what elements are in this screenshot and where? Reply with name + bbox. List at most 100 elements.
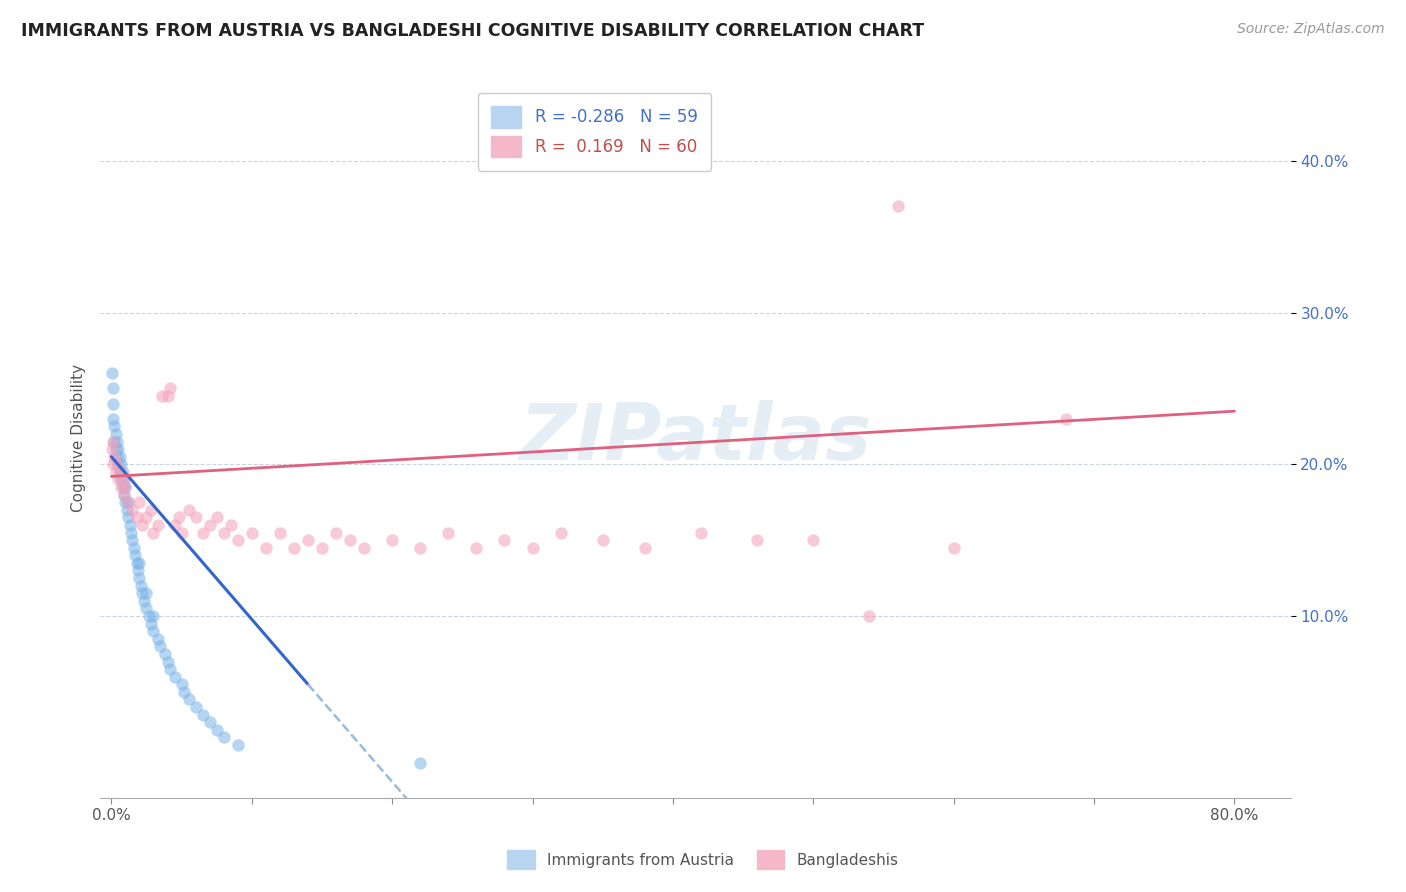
- Point: [522, 541, 544, 555]
- Point: [212, 525, 235, 540]
- Point: [135, 586, 157, 600]
- Point: [311, 541, 333, 555]
- Point: [198, 518, 221, 533]
- Point: [110, 473, 132, 487]
- Point: [101, 366, 124, 380]
- Point: [205, 723, 228, 737]
- Text: ZIPatlas: ZIPatlas: [519, 400, 872, 475]
- Point: [111, 465, 134, 479]
- Point: [114, 480, 136, 494]
- Point: [494, 533, 516, 548]
- Point: [101, 396, 124, 410]
- Point: [101, 434, 124, 449]
- Point: [103, 419, 125, 434]
- Point: [117, 495, 139, 509]
- Point: [125, 510, 148, 524]
- Point: [114, 480, 136, 494]
- Legend: Immigrants from Austria, Bangladeshis: Immigrants from Austria, Bangladeshis: [501, 844, 905, 875]
- Point: [858, 609, 880, 624]
- Point: [121, 533, 143, 548]
- Point: [107, 442, 129, 457]
- Point: [131, 586, 153, 600]
- Point: [167, 510, 190, 524]
- Point: [159, 662, 181, 676]
- Point: [240, 525, 263, 540]
- Point: [108, 465, 131, 479]
- Point: [191, 525, 214, 540]
- Point: [128, 495, 150, 509]
- Point: [198, 715, 221, 730]
- Point: [205, 510, 228, 524]
- Point: [226, 738, 249, 752]
- Point: [107, 473, 129, 487]
- Point: [112, 473, 135, 487]
- Point: [437, 525, 460, 540]
- Point: [108, 465, 131, 479]
- Point: [156, 655, 179, 669]
- Point: [184, 510, 207, 524]
- Point: [142, 609, 165, 624]
- Legend: R = -0.286   N = 59, R =  0.169   N = 60: R = -0.286 N = 59, R = 0.169 N = 60: [478, 93, 711, 170]
- Point: [325, 525, 347, 540]
- Point: [409, 541, 432, 555]
- Point: [111, 473, 134, 487]
- Point: [103, 411, 125, 425]
- Point: [170, 677, 193, 691]
- Point: [107, 458, 129, 472]
- Point: [942, 541, 965, 555]
- Point: [409, 756, 432, 771]
- Point: [139, 503, 162, 517]
- Point: [128, 556, 150, 570]
- Point: [163, 670, 186, 684]
- Point: [184, 700, 207, 714]
- Point: [142, 525, 165, 540]
- Point: [124, 549, 146, 563]
- Point: [353, 541, 375, 555]
- Point: [177, 692, 200, 706]
- Point: [128, 571, 150, 585]
- Point: [114, 495, 136, 509]
- Point: [117, 510, 139, 524]
- Point: [112, 488, 135, 502]
- Text: Source: ZipAtlas.com: Source: ZipAtlas.com: [1237, 22, 1385, 37]
- Point: [129, 579, 152, 593]
- Point: [149, 640, 172, 654]
- Point: [118, 518, 141, 533]
- Point: [156, 389, 179, 403]
- Point: [163, 518, 186, 533]
- Point: [465, 541, 488, 555]
- Point: [108, 450, 131, 464]
- Point: [191, 707, 214, 722]
- Point: [150, 389, 173, 403]
- Point: [101, 458, 124, 472]
- Point: [105, 434, 128, 449]
- Point: [173, 685, 195, 699]
- Point: [104, 442, 127, 457]
- Point: [747, 533, 769, 548]
- Point: [690, 525, 713, 540]
- Point: [170, 525, 193, 540]
- Point: [1054, 411, 1077, 425]
- Point: [132, 594, 155, 608]
- Point: [159, 381, 181, 395]
- Point: [634, 541, 657, 555]
- Point: [111, 480, 134, 494]
- Point: [103, 434, 125, 449]
- Point: [226, 533, 249, 548]
- Point: [142, 624, 165, 639]
- Point: [381, 533, 404, 548]
- Point: [550, 525, 572, 540]
- Point: [254, 541, 277, 555]
- Point: [339, 533, 361, 548]
- Y-axis label: Cognitive Disability: Cognitive Disability: [72, 364, 86, 512]
- Point: [121, 503, 143, 517]
- Point: [146, 632, 169, 646]
- Point: [112, 488, 135, 502]
- Point: [269, 525, 291, 540]
- Point: [177, 503, 200, 517]
- Text: IMMIGRANTS FROM AUSTRIA VS BANGLADESHI COGNITIVE DISABILITY CORRELATION CHART: IMMIGRANTS FROM AUSTRIA VS BANGLADESHI C…: [21, 22, 924, 40]
- Point: [131, 518, 153, 533]
- Point: [125, 556, 148, 570]
- Point: [104, 427, 127, 442]
- Point: [146, 518, 169, 533]
